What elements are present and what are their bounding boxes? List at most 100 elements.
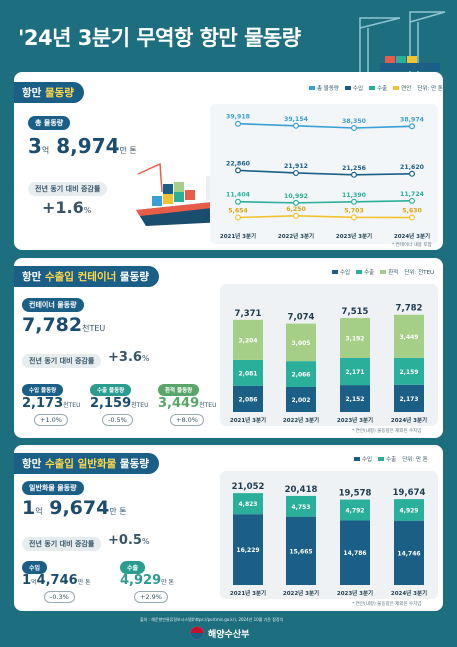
bar-label: 4,753 [292,504,311,511]
total-value: 3억 8,974만 톤 [28,134,137,158]
bar-segment [233,319,263,360]
bar-segment [286,323,316,362]
bar-label: 3,449 [400,334,419,341]
legend: 수입 수출 환적 단위: 천TEU [332,268,434,276]
data-point [409,197,416,204]
footnote: * 연안(내항) 물동량은 제외된 수치임 [352,602,422,607]
transship-value: 3,449천TEU [158,396,217,411]
data-label: 21,620 [400,164,425,171]
bar-label: 4,929 [400,507,419,514]
data-point [235,198,242,205]
transship-label: 환적 물동량 [158,384,200,396]
data-point [292,122,299,129]
section-header: 항만 수출입 컨테이너 물동량 [14,266,159,287]
data-label: 21,256 [342,165,366,172]
yoy-value: +1.6% [42,198,92,217]
bar-label: 2,081 [239,370,258,377]
data-point [351,171,358,178]
x-tick-label: 2022년 3분기 [283,589,319,597]
yoy-value: +0.5% [108,533,150,548]
taegeuk-icon [190,626,204,640]
x-tick-label: 2021년 3분기 [230,416,266,424]
data-point [235,120,242,127]
total-label: 21,052 [232,482,265,492]
total-label: 7,515 [342,307,369,317]
bar-label: 4,792 [346,508,365,515]
bar-label: 2,173 [400,396,419,403]
bar-label: 3,192 [346,336,365,343]
data-label: 39,918 [226,114,250,121]
bar-label: 15,665 [289,548,312,555]
total-label: 일반화물 물동량 [22,481,84,495]
bar-segment [394,520,424,585]
total-value: 7,782천TEU [22,314,106,336]
data-label: 10,992 [284,193,308,200]
bar-segment [233,493,263,515]
export-change: -0.5% [102,414,133,426]
data-label: 5,703 [344,207,364,214]
line-chart: 39,918 39,154 38,350 38,974 22,860 21,912 21,2… [220,114,430,240]
import-value: 1억4,746만 톤 [22,573,91,588]
bar-segment [394,357,424,385]
bar-segment [286,495,316,517]
container-bar-chart: 2,086 2,081 3,204 7,371 2021년 3분기 2,002 2,066 3… [230,304,427,424]
import-label: 수입 물동량 [22,384,64,396]
bar-label: 3,005 [292,340,311,347]
import-label: 수입 [22,561,48,574]
data-point [235,214,242,221]
legend: 수입 수출 단위: 만 톤 [354,455,428,463]
bar-segment [233,514,263,585]
total-value: 1억 9,674만 톤 [22,497,127,519]
bar-segment [340,318,370,358]
bar-segment [340,357,370,386]
bar-label: 2,152 [346,396,365,403]
data-point [351,124,358,131]
bar-segment [394,314,424,358]
x-tick-label: 2023년 3분기 [336,232,372,240]
data-label: 5,630 [402,208,422,215]
total-label: 7,074 [288,313,315,323]
section-port-volume: 항만 물동량 총 물동량 수입 수출 연안 단위: 만 톤 총 물동량 3억 8… [14,72,443,250]
bar-label: 2,159 [400,369,419,376]
data-label: 11,404 [226,192,251,199]
data-point [292,199,299,206]
x-tick-label: 2021년 3분기 [230,589,266,597]
source-note: 출처 : 해운항만물류정보시스템(https://portmis.go.kr),… [140,617,284,622]
data-point [409,214,416,221]
data-label: 6,250 [286,206,306,213]
bar-label: 14,746 [397,550,420,557]
bar-segment [233,385,263,412]
bar-segment [394,499,424,521]
bar-label: 4,823 [239,501,258,508]
bar-segment [286,516,316,585]
data-label: 39,154 [284,116,309,123]
section-container-volume: 항만 수출입 컨테이너 물동량 수입 수출 환적 단위: 천TEU 컨테이너 물… [14,258,443,438]
export-label: 수출 물동량 [90,384,132,396]
page-title: '24년 3분기 무역항 항만 물동량 [18,26,301,50]
x-tick-label: 2024년 3분기 [391,589,427,597]
x-tick-label: 2021년 3분기 [220,232,256,240]
data-point [351,214,358,221]
bar-label: 2,171 [346,369,365,376]
bar-label: 16,229 [236,547,259,554]
total-label: 19,578 [339,489,372,499]
data-point [292,212,299,219]
total-label: 총 물동량 [28,116,71,130]
x-tick-label: 2023년 3분기 [337,416,373,424]
legend: 총 물동량 수입 수출 연안 단위: 만 톤 [309,84,443,92]
bar-label: 2,086 [239,396,258,403]
section-general-cargo: 항만 수출입 일반화물 물동량 수입 수출 단위: 만 톤 일반화물 물동량 1… [14,445,443,611]
data-point [409,170,416,177]
x-tick-label: 2023년 3분기 [337,589,373,597]
data-label: 11,390 [342,192,367,199]
export-value: 2,159천TEU [90,396,149,411]
data-point [292,169,299,176]
section-header: 항만 물동량 [14,82,84,103]
bar-segment [340,499,370,521]
bar-label: 2,066 [292,372,311,379]
export-label: 수출 [120,561,146,574]
import-change: -0.3% [44,591,75,603]
bar-segment [286,361,316,387]
series-line-0 [237,122,413,129]
data-point [351,198,358,205]
